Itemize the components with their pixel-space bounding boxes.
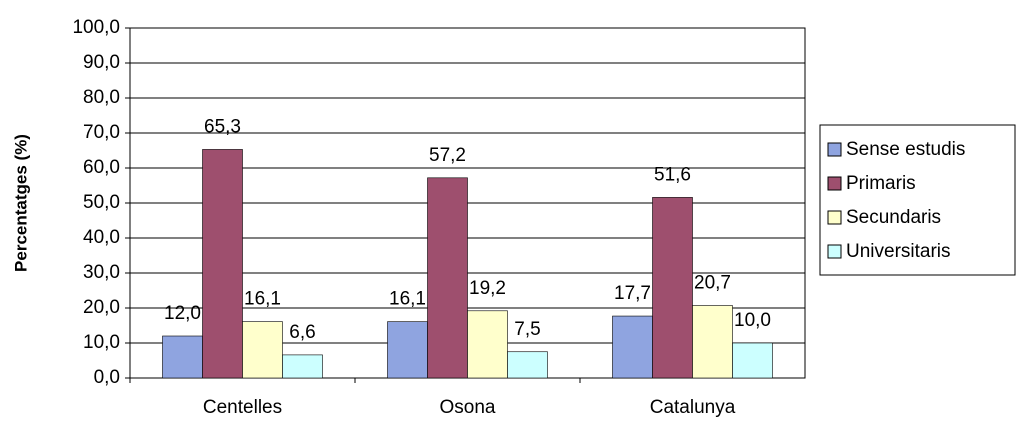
legend-label: Primaris [846,173,916,194]
y-tick-label: 30,0 [83,262,120,283]
data-label: 17,7 [614,283,651,304]
data-label: 65,3 [204,116,241,137]
data-label: 20,7 [694,273,731,294]
legend-label: Secundaris [846,207,941,228]
data-label: 6,6 [289,322,315,343]
y-tick-label: 50,0 [83,192,120,213]
bar [427,177,468,379]
bar [692,305,733,379]
data-label: 51,6 [654,164,691,185]
legend-swatch [827,244,842,259]
legend-swatch [827,142,842,157]
bar [612,315,653,379]
y-tick-label: 90,0 [83,52,120,73]
bar [507,351,548,379]
bar [202,149,243,379]
y-tick-label: 70,0 [83,122,120,143]
bar [242,321,283,379]
y-tick-label: 60,0 [83,157,120,178]
y-axis-label: Percentatges (%) [11,134,30,272]
data-label: 16,1 [244,289,281,310]
x-tick-label: Centelles [203,397,282,418]
legend-swatch [827,176,842,191]
data-label: 7,5 [514,319,540,340]
legend-box [819,124,1016,276]
bar [467,310,508,379]
legend-swatch [827,210,842,225]
bar [732,342,773,379]
y-tick-label: 0,0 [94,367,120,388]
data-label: 57,2 [429,145,466,166]
legend-label: Sense estudis [846,139,965,160]
y-tick-label: 100,0 [72,17,120,38]
legend-label: Universitaris [846,241,951,262]
data-label: 19,2 [469,278,506,299]
bar [652,197,693,379]
data-label: 12,0 [164,303,201,324]
y-tick-label: 80,0 [83,87,120,108]
y-tick-label: 20,0 [83,297,120,318]
data-label: 10,0 [734,310,771,331]
bar [387,321,428,379]
x-tick-label: Osona [440,397,496,418]
y-tick-label: 10,0 [83,332,120,353]
bar [162,335,203,379]
x-tick-label: Catalunya [650,397,736,418]
bar [282,354,323,379]
y-tick-label: 40,0 [83,227,120,248]
data-label: 16,1 [389,289,426,310]
